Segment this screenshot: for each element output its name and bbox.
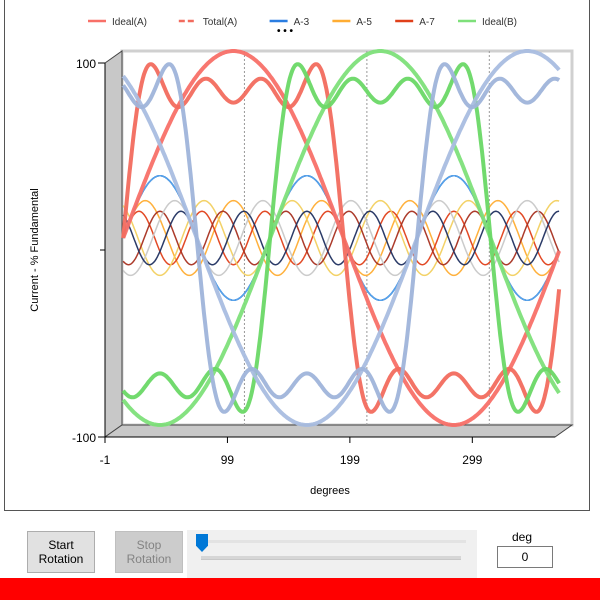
start-rotation-button[interactable]: Start Rotation [27, 531, 95, 573]
y-axis-label: Current - % Fundamental [29, 188, 41, 312]
y-tick-label: -100 [72, 431, 96, 445]
deg-label: deg [512, 530, 533, 544]
stop-rotation-button[interactable]: Stop Rotation [115, 531, 183, 573]
x-tick-label: -1 [100, 453, 111, 467]
left-wall [104, 50, 123, 438]
legend-label: Total(A) [203, 17, 237, 28]
start-label-1: Start [48, 538, 74, 552]
series-line-totalb [121, 62, 561, 414]
series-line-totalc [121, 62, 561, 414]
x-tick-label: 299 [462, 453, 482, 467]
legend-label: A-3 [294, 17, 310, 28]
status-bar [0, 578, 600, 600]
legend-overflow[interactable]: • • • [277, 26, 294, 37]
x-tick-label: 99 [221, 453, 235, 467]
slider-thumb[interactable] [196, 534, 208, 552]
chart: -1 99 199 299 100 -100 Ideal(A) Total(A) A-3 A-5… [29, 17, 574, 497]
stop-label-1: Stop [136, 538, 162, 552]
x-tick-label: 199 [340, 453, 360, 467]
series-line-idealb [121, 49, 561, 427]
floor [103, 424, 574, 438]
x-axis-label: degrees [310, 485, 350, 497]
legend-label: Ideal(A) [112, 17, 147, 28]
legend-label: A-5 [356, 17, 372, 28]
slider-top-track [201, 540, 466, 543]
legend-label: A-7 [419, 17, 435, 28]
y-tick-label: 100 [76, 57, 96, 71]
start-label-2: Rotation [38, 552, 84, 566]
legend-label: Ideal(B) [482, 17, 517, 28]
stop-label-2: Rotation [126, 552, 172, 566]
slider-track [201, 556, 461, 560]
series-line-totala [121, 62, 562, 414]
rotation-slider[interactable] [187, 530, 477, 580]
deg-input[interactable]: 0 [497, 546, 553, 568]
